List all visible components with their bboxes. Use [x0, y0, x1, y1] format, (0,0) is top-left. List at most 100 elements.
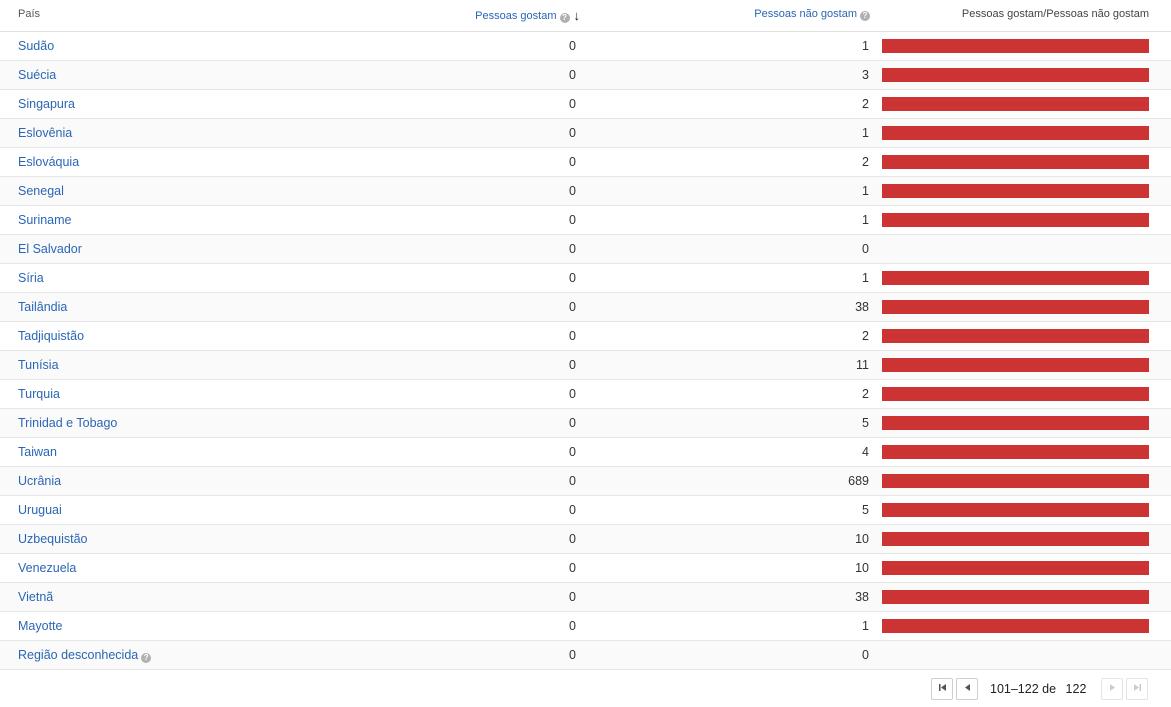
table-row: Venezuela 0 10: [0, 554, 1171, 583]
country-link[interactable]: Eslováquia: [18, 155, 80, 169]
likes-value: 0: [569, 619, 576, 633]
country-link[interactable]: Mayotte: [18, 619, 63, 633]
table-header: País Pessoas gostam? ↓ Pessoas não gostam…: [0, 0, 1171, 32]
table-row: Ucrânia 0 689: [0, 467, 1171, 496]
table-body: Sudão 0 1 Suécia 0 3 Singapura 0 2 Eslovênia 0 1 Esl…: [0, 32, 1171, 670]
likes-value: 0: [569, 155, 576, 169]
sort-descending-icon[interactable]: ↓: [573, 8, 581, 23]
header-dislikes-label[interactable]: Pessoas não gostam: [754, 8, 857, 20]
likes-value: 0: [569, 300, 576, 314]
next-page-icon[interactable]: [1101, 678, 1123, 700]
dislikes-value: 5: [862, 416, 869, 430]
country-link[interactable]: Sudão: [18, 39, 55, 53]
country-link[interactable]: Ucrânia: [18, 474, 62, 488]
table-row: Turquia 0 2: [0, 380, 1171, 409]
country-link[interactable]: Singapura: [18, 97, 75, 111]
table-row: El Salvador 0 0: [0, 235, 1171, 264]
country-link[interactable]: Tadjiquistão: [18, 329, 85, 343]
dislikes-value: 4: [862, 445, 869, 459]
country-link[interactable]: Eslovênia: [18, 126, 73, 140]
dislikes-value: 1: [862, 619, 869, 633]
dislike-ratio-bar: [882, 619, 1149, 633]
dislike-ratio-bar: [882, 445, 1149, 459]
dislike-ratio-bar: [882, 358, 1149, 372]
country-link[interactable]: Região desconhecida: [18, 648, 139, 662]
dislikes-value: 0: [862, 242, 869, 256]
country-link[interactable]: Suriname: [18, 213, 72, 227]
table-row: Uruguai 0 5: [0, 496, 1171, 525]
country-link[interactable]: Taiwan: [18, 445, 57, 459]
country-cell: Região desconhecida?: [18, 648, 152, 663]
dislikes-value: 2: [862, 329, 869, 343]
dislikes-value: 3: [862, 68, 869, 82]
page-total: 122: [1065, 682, 1087, 696]
page-range: 101–122 de 122: [990, 682, 1086, 696]
dislikes-value: 2: [862, 387, 869, 401]
dislikes-value: 0: [862, 648, 869, 662]
country-link[interactable]: Trinidad e Tobago: [18, 416, 118, 430]
dislikes-value: 10: [855, 561, 869, 575]
dislike-ratio-bar: [882, 68, 1149, 82]
table-row: Sudão 0 1: [0, 32, 1171, 61]
dislike-ratio-bar: [882, 474, 1149, 488]
dislikes-value: 1: [862, 271, 869, 285]
header-dislikes[interactable]: Pessoas não gostam?: [700, 8, 870, 21]
likes-value: 0: [569, 126, 576, 140]
dislikes-value: 10: [855, 532, 869, 546]
table-row: Síria 0 1: [0, 264, 1171, 293]
dislike-ratio-bar: [882, 155, 1149, 169]
likes-value: 0: [569, 242, 576, 256]
table-row: Trinidad e Tobago 0 5: [0, 409, 1171, 438]
country-link[interactable]: Suécia: [18, 68, 57, 82]
dislike-ratio-bar: [882, 126, 1149, 140]
dislikes-value: 1: [862, 39, 869, 53]
table-row: Tunísia 0 11: [0, 351, 1171, 380]
country-link[interactable]: Senegal: [18, 184, 64, 198]
likes-value: 0: [569, 358, 576, 372]
likes-value: 0: [569, 271, 576, 285]
likes-value: 0: [569, 329, 576, 343]
dislike-ratio-bar: [882, 561, 1149, 575]
country-link[interactable]: Síria: [18, 271, 44, 285]
likes-value: 0: [569, 387, 576, 401]
table-row: Vietnã 0 38: [0, 583, 1171, 612]
likes-value: 0: [569, 184, 576, 198]
table-row: Tadjiquistão 0 2: [0, 322, 1171, 351]
dislike-ratio-bar: [882, 503, 1149, 517]
dislike-ratio-bar: [882, 213, 1149, 227]
country-link[interactable]: Tailândia: [18, 300, 68, 314]
header-likes[interactable]: Pessoas gostam? ↓: [440, 8, 580, 23]
header-ratio: Pessoas gostam/Pessoas não gostam: [961, 8, 1149, 20]
dislikes-value: 11: [856, 358, 869, 372]
dislikes-value: 689: [848, 474, 869, 488]
country-link[interactable]: Turquia: [18, 387, 60, 401]
header-likes-label[interactable]: Pessoas gostam: [475, 10, 557, 22]
likes-value: 0: [569, 648, 576, 662]
table-row: Uzbequistão 0 10: [0, 525, 1171, 554]
first-page-icon[interactable]: [931, 678, 953, 700]
dislikes-value: 5: [862, 503, 869, 517]
last-page-icon[interactable]: [1126, 678, 1148, 700]
country-link[interactable]: Vietnã: [18, 590, 54, 604]
country-link[interactable]: Uzbequistão: [18, 532, 88, 546]
table-row: Tailândia 0 38: [0, 293, 1171, 322]
help-icon[interactable]: ?: [141, 653, 152, 663]
table-row: Suécia 0 3: [0, 61, 1171, 90]
country-link[interactable]: Tunísia: [18, 358, 59, 372]
dislikes-value: 1: [862, 184, 869, 198]
likes-value: 0: [569, 68, 576, 82]
likes-value: 0: [569, 532, 576, 546]
country-link[interactable]: El Salvador: [18, 242, 82, 256]
prev-page-icon[interactable]: [956, 678, 978, 700]
page-range-value: 101–122: [990, 682, 1039, 696]
country-link[interactable]: Venezuela: [18, 561, 77, 575]
country-link[interactable]: Uruguai: [18, 503, 62, 517]
table-row: Suriname 0 1: [0, 206, 1171, 235]
dislikes-value: 38: [855, 300, 869, 314]
dislikes-value: 1: [862, 213, 869, 227]
table-row: Eslováquia 0 2: [0, 148, 1171, 177]
help-icon[interactable]: ?: [559, 13, 570, 23]
dislike-ratio-bar: [882, 387, 1149, 401]
help-icon[interactable]: ?: [860, 11, 870, 21]
header-country[interactable]: País: [18, 8, 41, 20]
